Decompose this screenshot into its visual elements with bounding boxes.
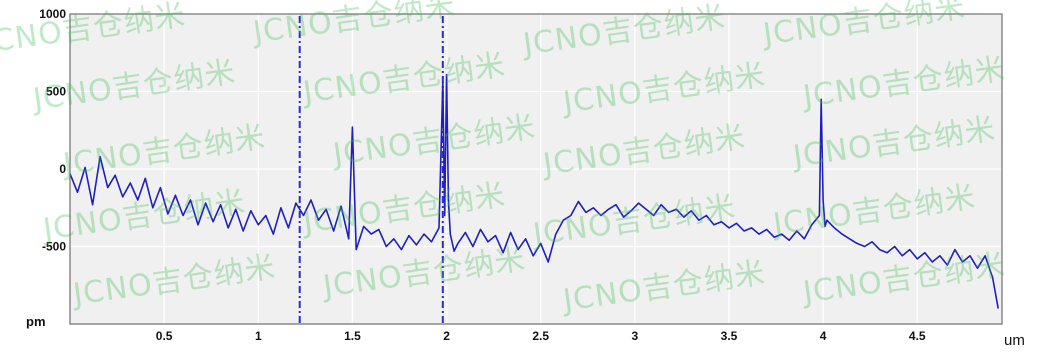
series-line bbox=[69, 73, 999, 309]
x-tick-label: 2.5 bbox=[532, 329, 549, 343]
x-tick-label: 1 bbox=[255, 329, 262, 343]
y-tick-label: 500 bbox=[46, 85, 66, 99]
x-tick-label: 4 bbox=[820, 329, 827, 343]
x-tick-label: 0.5 bbox=[156, 329, 173, 343]
plot-border bbox=[69, 13, 1003, 325]
x-tick-label: 3.5 bbox=[721, 329, 738, 343]
y-tick-label: 1000 bbox=[39, 7, 66, 21]
x-axis-label: um bbox=[1004, 332, 1025, 349]
y-tick-label: 0 bbox=[59, 162, 66, 176]
x-tick-label: 2 bbox=[443, 329, 450, 343]
y-axis-label: pm bbox=[26, 314, 46, 329]
x-tick-label: 1.5 bbox=[344, 329, 361, 343]
x-axis-ticks: 0.5 1 1.5 2 2.5 3 3.5 4 4.5 bbox=[156, 329, 926, 343]
y-tick-label: -500 bbox=[42, 240, 66, 254]
x-tick-label: 3 bbox=[632, 329, 639, 343]
x-tick-label: 4.5 bbox=[909, 329, 926, 343]
cursor-markers bbox=[298, 16, 444, 324]
y-axis-ticks: 1000 500 0 -500 bbox=[39, 7, 66, 254]
